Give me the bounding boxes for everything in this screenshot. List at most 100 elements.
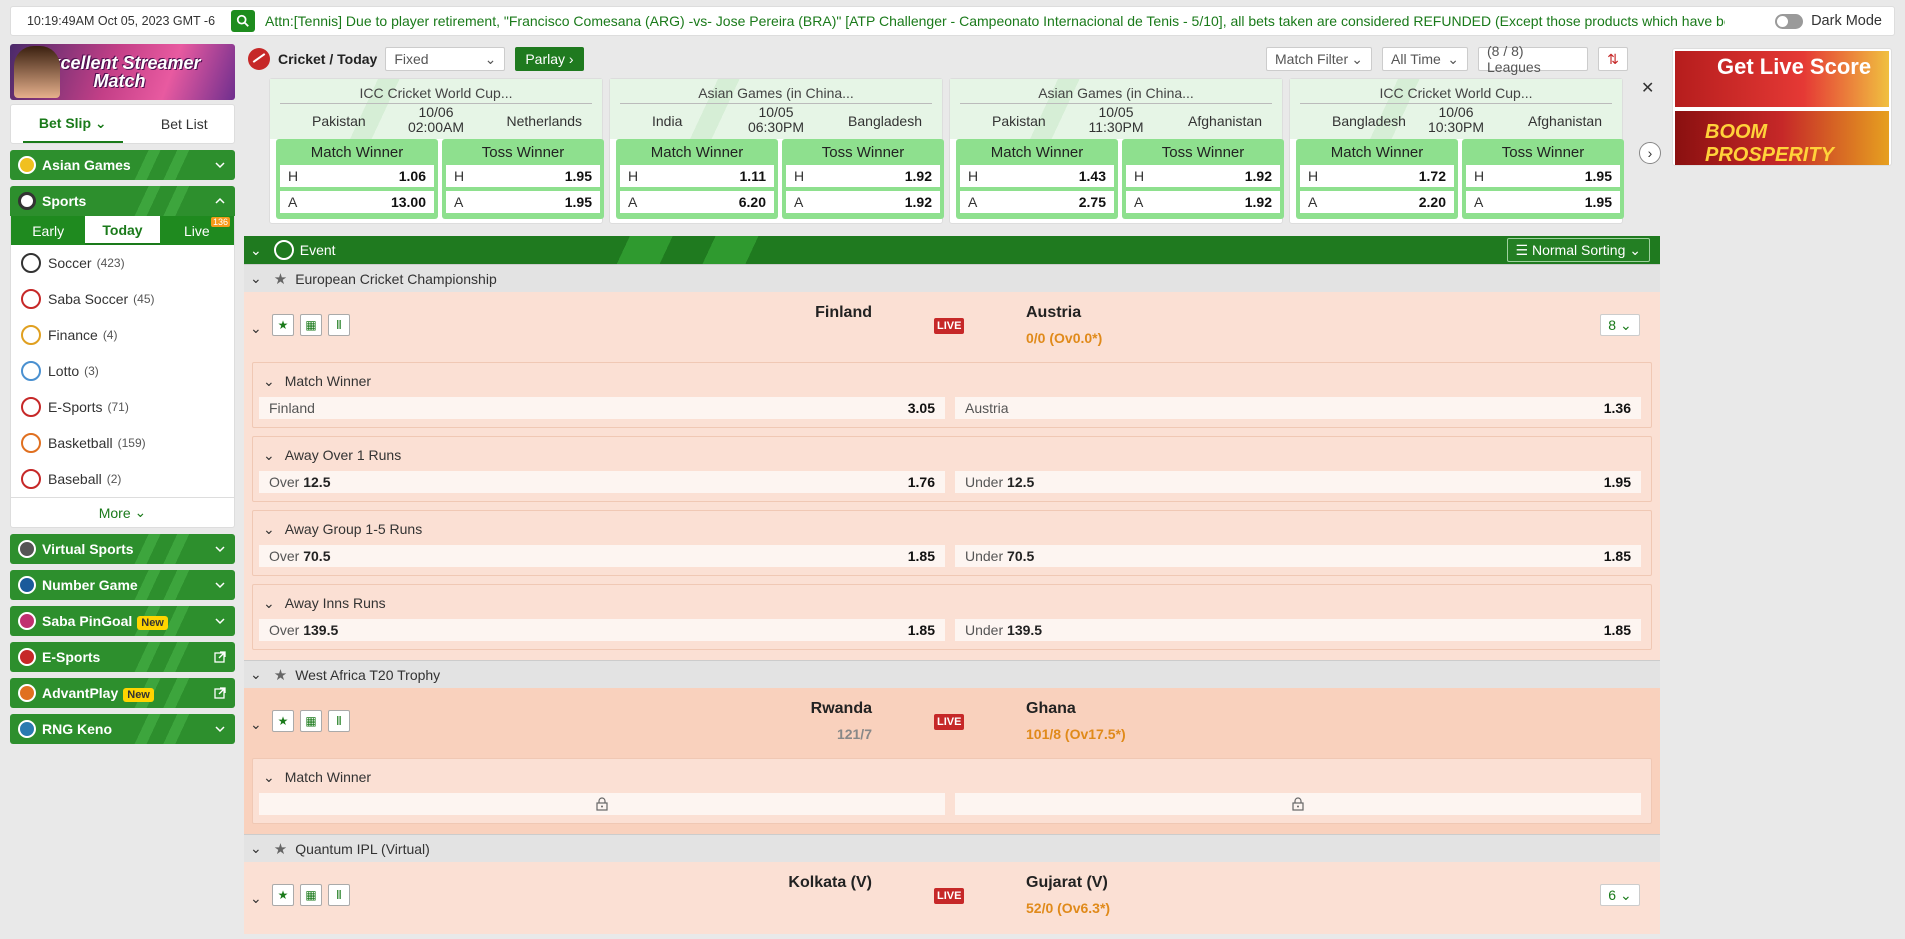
market-title[interactable]: ⌄ Match Winner xyxy=(263,769,381,786)
more-button[interactable]: More ⌄ xyxy=(11,497,234,527)
search-button[interactable] xyxy=(231,10,255,32)
odds-cell[interactable]: Austria 1.36 xyxy=(955,397,1641,419)
odds-away[interactable]: A 1.92 xyxy=(1126,191,1280,213)
more-markets-button[interactable]: 6 ⌄ xyxy=(1600,884,1640,906)
league-header[interactable]: ⌄ ★ Quantum IPL (Virtual) xyxy=(244,834,1660,862)
menu-advantplay[interactable]: AdvantPlay New xyxy=(10,678,235,708)
odds-type-select[interactable]: Fixed ⌄ xyxy=(385,47,506,71)
match-card[interactable]: ICC Cricket World Cup... 10/06 10:30PM Bang… xyxy=(1289,78,1624,224)
sidebar-item-baseball[interactable]: Baseball (2) xyxy=(11,461,234,497)
odds-home[interactable]: H 1.95 xyxy=(446,165,600,187)
odds-away[interactable]: A 13.00 xyxy=(280,191,434,213)
sidebar-item-basketball[interactable]: Basketball (159) xyxy=(11,425,234,461)
odds-cell[interactable]: Over 70.5 1.85 xyxy=(259,545,945,567)
chevron-down-icon[interactable]: ⌄ xyxy=(250,270,262,286)
stats-icon[interactable]: Ⅱ xyxy=(328,314,350,336)
star-icon[interactable]: ★ xyxy=(272,314,294,336)
stats-icon[interactable]: Ⅱ xyxy=(328,884,350,906)
toggle-switch-icon[interactable] xyxy=(1775,13,1804,29)
calendar-icon[interactable]: ▦ xyxy=(300,314,322,336)
sidebar-item-e-sports[interactable]: E-Sports (71) xyxy=(11,389,234,425)
tab-today[interactable]: Today xyxy=(85,216,160,245)
odds-home[interactable]: H 1.95 xyxy=(1466,165,1620,187)
star-icon[interactable]: ★ xyxy=(273,270,288,288)
star-icon[interactable]: ★ xyxy=(272,884,294,906)
sort-icon[interactable]: ⇅ xyxy=(1598,47,1628,71)
odds-cell[interactable]: Under 139.5 1.85 xyxy=(955,619,1641,641)
odds-away[interactable]: A 1.95 xyxy=(446,191,600,213)
sidebar-item-lotto[interactable]: Lotto (3) xyxy=(11,353,234,389)
odds-cell[interactable]: Under 12.5 1.95 xyxy=(955,471,1641,493)
chevron-down-icon[interactable]: ⌄ xyxy=(250,840,262,856)
odds-label: Over 70.5 xyxy=(269,548,330,564)
time-filter-select[interactable]: All Time ⌄ xyxy=(1382,47,1468,71)
odds-home[interactable]: H 1.43 xyxy=(960,165,1114,187)
menu-saba-pingoal[interactable]: Saba PinGoal New xyxy=(10,606,235,636)
tab-bet-list[interactable]: Bet List xyxy=(160,116,208,132)
odds-home[interactable]: H 1.72 xyxy=(1300,165,1454,187)
odds-cell[interactable]: Over 12.5 1.76 xyxy=(259,471,945,493)
match-card[interactable]: Asian Games (in China... 10/05 11:30PM Paki… xyxy=(949,78,1284,224)
tab-early[interactable]: Early xyxy=(32,222,65,239)
next-arrow-button[interactable]: › xyxy=(1639,142,1661,164)
odds-away[interactable]: A 2.75 xyxy=(960,191,1114,213)
announcement-text[interactable]: Attn:[Tennis] Due to player retirement, … xyxy=(265,13,1726,29)
odds-away[interactable]: A 1.95 xyxy=(1466,191,1620,213)
chevron-down-icon[interactable]: ⌄ xyxy=(250,666,262,682)
tab-live[interactable]: Live xyxy=(183,222,210,239)
odds-away[interactable]: A 6.20 xyxy=(620,191,774,213)
odds-home[interactable]: H 1.92 xyxy=(786,165,940,187)
odds-away[interactable]: A 2.20 xyxy=(1300,191,1454,213)
odds-home[interactable]: H 1.11 xyxy=(620,165,774,187)
market-title[interactable]: ⌄ Away Over 1 Runs xyxy=(263,447,411,464)
sports-menu[interactable]: Sports xyxy=(10,186,235,216)
promo-banner[interactable]: Excellent Streamer Match xyxy=(10,44,235,100)
prosperity-ad[interactable]: BOOM PROSPERITY xyxy=(1675,111,1889,166)
more-markets-button[interactable]: 8 ⌄ xyxy=(1600,314,1640,336)
match-card[interactable]: ICC Cricket World Cup... 10/06 02:00AM Paki… xyxy=(269,78,604,224)
chevron-down-icon[interactable]: ⌄ xyxy=(250,716,262,732)
match-filter-select[interactable]: Match Filter ⌄ xyxy=(1266,47,1372,71)
sidebar-item-finance[interactable]: Finance (4) xyxy=(11,317,234,353)
calendar-icon[interactable]: ▦ xyxy=(300,884,322,906)
menu-number-game[interactable]: Number Game xyxy=(10,570,235,600)
star-icon[interactable]: ★ xyxy=(272,710,294,732)
league-header[interactable]: ⌄ ★ European Cricket Championship xyxy=(244,264,1660,292)
odds-cell[interactable]: Over 139.5 1.85 xyxy=(259,619,945,641)
close-icon[interactable]: ✕ xyxy=(1641,80,1655,97)
live-score-ad[interactable]: Get Live Score xyxy=(1675,51,1889,107)
odds-home[interactable]: H 1.06 xyxy=(280,165,434,187)
odds-away[interactable]: A 1.92 xyxy=(786,191,940,213)
odds-cell[interactable] xyxy=(259,793,945,815)
sport-label: Baseball xyxy=(48,471,102,487)
match-card[interactable]: Asian Games (in China... 10/05 06:30PM Indi… xyxy=(609,78,944,224)
odds-cell[interactable]: Finland 3.05 xyxy=(259,397,945,419)
chevron-down-icon[interactable]: ⌄ xyxy=(250,320,262,336)
star-icon[interactable]: ★ xyxy=(273,666,288,684)
outcome-name: Under xyxy=(965,474,1004,490)
sidebar-item-soccer[interactable]: Soccer (423) xyxy=(11,245,234,281)
sidebar-item-saba-soccer[interactable]: Saba Soccer (45) xyxy=(11,281,234,317)
odds-value: 1.92 xyxy=(1244,168,1272,184)
calendar-icon[interactable]: ▦ xyxy=(300,710,322,732)
market-title[interactable]: ⌄ Away Group 1-5 Runs xyxy=(263,521,432,538)
market-title[interactable]: ⌄ Away Inns Runs xyxy=(263,595,396,612)
odds-cell[interactable]: Under 70.5 1.85 xyxy=(955,545,1641,567)
league-header[interactable]: ⌄ ★ West Africa T20 Trophy xyxy=(244,660,1660,688)
parlay-button[interactable]: Parlay › xyxy=(515,47,584,71)
tab-bet-slip[interactable]: Bet Slip ⌄ xyxy=(23,105,123,143)
odds-cell[interactable] xyxy=(955,793,1641,815)
menu-e-sports[interactable]: E-Sports xyxy=(10,642,235,672)
dark-mode-toggle[interactable]: Dark Mode xyxy=(1775,13,1882,29)
sorting-select[interactable]: ☰ Normal Sorting ⌄ xyxy=(1506,238,1650,262)
stats-icon[interactable]: Ⅱ xyxy=(328,710,350,732)
chevron-down-icon[interactable]: ⌄ xyxy=(250,241,262,258)
market-title[interactable]: ⌄ Match Winner xyxy=(263,373,381,390)
asian-games-menu[interactable]: Asian Games xyxy=(10,150,235,180)
chevron-down-icon[interactable]: ⌄ xyxy=(250,890,262,906)
odds-home[interactable]: H 1.92 xyxy=(1126,165,1280,187)
star-icon[interactable]: ★ xyxy=(273,840,288,858)
leagues-select[interactable]: (8 / 8) Leagues xyxy=(1478,43,1588,75)
menu-rng-keno[interactable]: RNG Keno xyxy=(10,714,235,744)
menu-virtual-sports[interactable]: Virtual Sports xyxy=(10,534,235,564)
